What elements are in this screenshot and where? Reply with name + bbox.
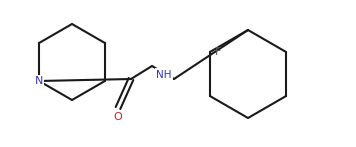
Text: NH: NH <box>156 70 172 80</box>
Text: F: F <box>215 47 221 57</box>
Text: N: N <box>35 76 43 86</box>
Text: O: O <box>114 112 122 122</box>
